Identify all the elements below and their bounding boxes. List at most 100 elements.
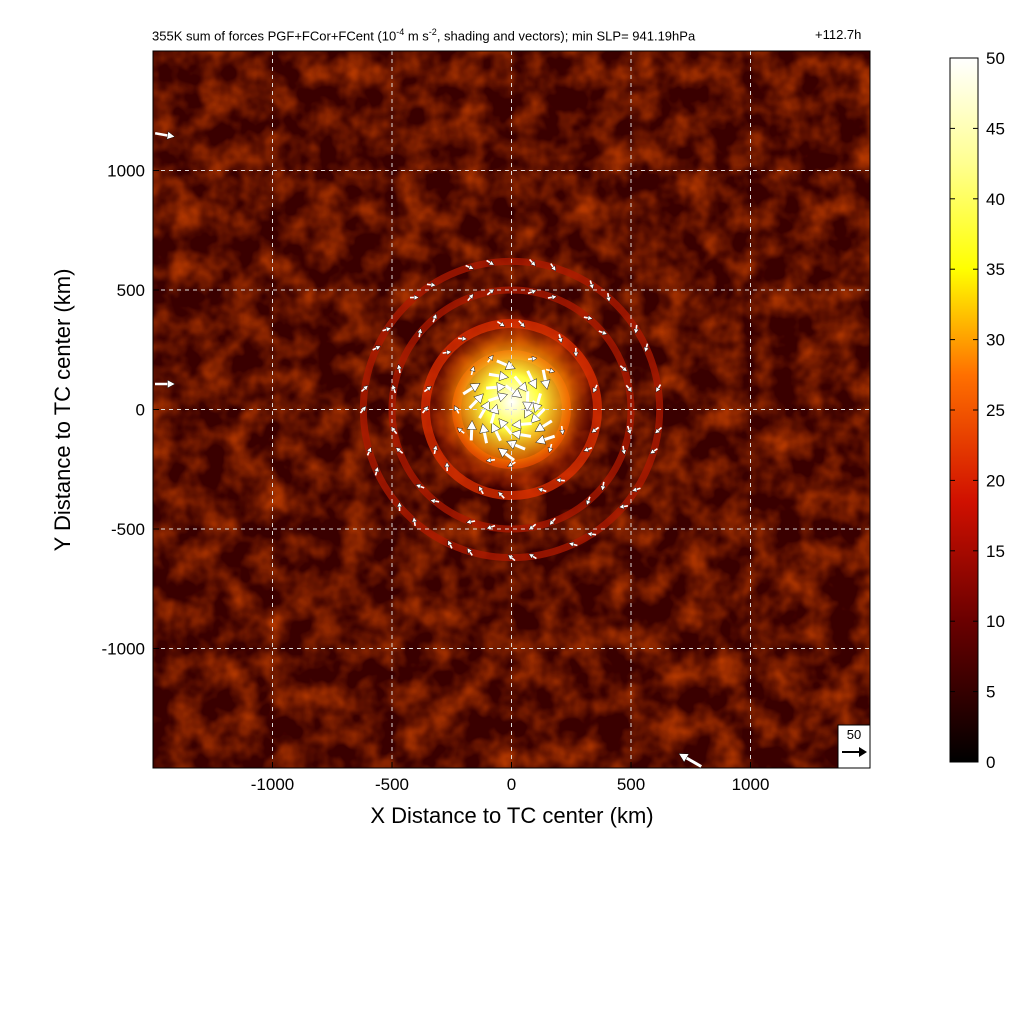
vector-arrow [458, 335, 468, 342]
vector-arrow [537, 487, 547, 493]
vector-arrow [547, 443, 554, 454]
x-tick-label: -1000 [251, 775, 294, 794]
colorbar-tick-label: 30 [986, 331, 1005, 350]
eyewall-core [422, 312, 602, 492]
vector-arrow [678, 753, 703, 768]
vector-arrow [485, 457, 496, 464]
vector-arrow [487, 354, 494, 363]
vector-arrow [619, 365, 628, 372]
vector-arrow [456, 427, 465, 434]
colorbar-tick-label: 0 [986, 753, 995, 772]
vector-arrow [592, 384, 598, 394]
vector-arrow [432, 444, 439, 455]
vector-arrow [555, 477, 565, 484]
colorbar-tick-label: 40 [986, 190, 1005, 209]
vector-arrow [633, 324, 640, 335]
vector-arrow [532, 393, 543, 414]
x-axis-label: X Distance to TC center (km) [370, 803, 653, 828]
colorbar-tick-label: 5 [986, 683, 995, 702]
vector-arrow [442, 349, 452, 356]
vector-arrow [588, 280, 595, 290]
vector-arrow [431, 313, 438, 323]
vector-arrow [478, 400, 490, 419]
vector-arrow [496, 320, 506, 327]
vector-arrow [497, 491, 505, 499]
colorbar-tick-label: 25 [986, 401, 1005, 420]
spiral-band [388, 286, 635, 533]
y-tick-label: -500 [111, 520, 145, 539]
vector-arrow [486, 259, 495, 266]
vector-arrow [360, 385, 369, 393]
vector-arrow [528, 553, 537, 560]
vector-arrow [550, 263, 556, 272]
colorbar-tick-label: 35 [986, 260, 1005, 279]
vector-arrow [527, 355, 538, 362]
vector-arrow [466, 419, 477, 441]
vector-arrow [583, 315, 594, 321]
vector-arrow [586, 531, 597, 538]
vector-arrow [467, 547, 473, 556]
vector-arrow [655, 384, 662, 393]
vector-arrow [585, 496, 592, 506]
vector-arrow [411, 516, 418, 527]
vector-arrow [423, 386, 432, 393]
vector-arrow [557, 334, 564, 344]
vector-arrow [540, 369, 551, 390]
colorbar-tick-label: 45 [986, 119, 1005, 138]
colorbar-ticks: 0 5 10 15 20 25 30 35 40 45 50 [950, 49, 1005, 772]
vector-arrow [618, 503, 629, 510]
vector-arrow [396, 501, 403, 512]
vector-arrow [591, 426, 600, 433]
vector-arrow [417, 327, 423, 338]
colorbar-tick-label: 15 [986, 542, 1005, 561]
vector-arrow [526, 370, 537, 390]
vector-arrow [454, 405, 460, 414]
y-tick-label: 1000 [107, 162, 145, 181]
vector-arrow [488, 392, 508, 403]
y-tick-label: 500 [117, 281, 145, 300]
x-tick-label: 0 [507, 775, 516, 794]
vector-arrow [465, 518, 476, 525]
vector-arrow [488, 370, 510, 382]
vector-arrow [496, 359, 516, 370]
vector-arrow [534, 419, 553, 432]
vector-arrow [620, 445, 627, 456]
vector-arrow [598, 329, 608, 336]
vector-arrow [631, 486, 641, 493]
force-vectors [154, 131, 703, 768]
vector-arrow [654, 426, 663, 434]
vector-arrow [559, 425, 566, 436]
forecast-time: +112.7h [815, 27, 862, 42]
vector-arrow [366, 446, 372, 456]
vector-arrow [572, 347, 579, 358]
vector-arrow [535, 434, 556, 445]
vector-arrow [545, 367, 556, 374]
x-tick-label: 500 [617, 775, 645, 794]
vector-arrow [605, 292, 612, 303]
chart-title: 355K sum of forces PGF+FCor+FCent (10-4 … [152, 27, 696, 44]
x-tick-label: -500 [375, 775, 409, 794]
vector-arrow [409, 294, 420, 301]
colorbar-tick-label: 10 [986, 612, 1005, 631]
colorbar-tick-label: 50 [986, 49, 1005, 68]
vector-arrow [498, 418, 513, 436]
vector-arrow [643, 343, 650, 353]
vector-arrow [469, 365, 476, 376]
vector-arrow [600, 481, 606, 492]
vector-arrow [426, 281, 437, 288]
vector-arrow [468, 393, 484, 410]
vector-arrow [467, 293, 474, 302]
vector-arrow [396, 363, 403, 374]
vector-arrow [465, 264, 475, 270]
vector-arrow [527, 289, 537, 295]
heatmap-field [153, 51, 870, 768]
vector-arrow [583, 446, 593, 452]
vector-arrow [518, 320, 526, 328]
y-axis-ticks: -1000 -500 0 500 1000 [102, 162, 159, 659]
vector-arrow [491, 422, 502, 442]
vector-arrow [547, 294, 558, 301]
x-tick-label: 1000 [732, 775, 770, 794]
vector-arrow [479, 423, 490, 444]
vector-arrow [486, 382, 507, 393]
